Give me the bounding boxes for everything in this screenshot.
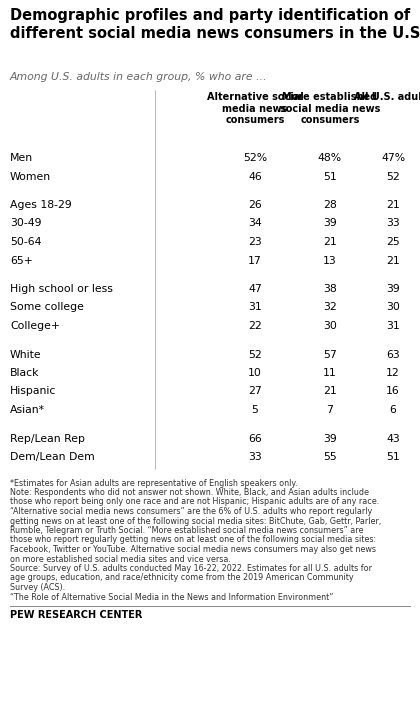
Text: 51: 51	[323, 172, 337, 182]
Text: 31: 31	[248, 302, 262, 312]
Text: 34: 34	[248, 219, 262, 229]
Text: 21: 21	[323, 237, 337, 247]
Text: More established
social media news
consumers: More established social media news consu…	[280, 92, 380, 125]
Text: 39: 39	[323, 219, 337, 229]
Text: 63: 63	[386, 349, 400, 359]
Text: 30: 30	[323, 321, 337, 331]
Text: 50-64: 50-64	[10, 237, 42, 247]
Text: those who report being only one race and are not Hispanic; Hispanic adults are o: those who report being only one race and…	[10, 498, 379, 506]
Text: 52%: 52%	[243, 153, 267, 163]
Text: *Estimates for Asian adults are representative of English speakers only.: *Estimates for Asian adults are represen…	[10, 479, 297, 488]
Text: 30: 30	[386, 302, 400, 312]
Text: Hispanic: Hispanic	[10, 386, 56, 396]
Text: Black: Black	[10, 368, 39, 378]
Text: 27: 27	[248, 386, 262, 396]
Text: 32: 32	[323, 302, 337, 312]
Text: 23: 23	[248, 237, 262, 247]
Text: Note: Respondents who did not answer not shown. White, Black, and Asian adults i: Note: Respondents who did not answer not…	[10, 488, 369, 497]
Text: 11: 11	[323, 368, 337, 378]
Text: “The Role of Alternative Social Media in the News and Information Environment”: “The Role of Alternative Social Media in…	[10, 593, 333, 601]
Text: 39: 39	[386, 284, 400, 294]
Text: Dem/Lean Dem: Dem/Lean Dem	[10, 452, 95, 462]
Text: Source: Survey of U.S. adults conducted May 16-22, 2022. Estimates for all U.S. : Source: Survey of U.S. adults conducted …	[10, 564, 372, 573]
Text: 7: 7	[327, 405, 333, 415]
Text: 51: 51	[386, 452, 400, 462]
Text: 30-49: 30-49	[10, 219, 42, 229]
Text: Facebook, Twitter or YouTube. Alternative social media news consumers may also g: Facebook, Twitter or YouTube. Alternativ…	[10, 545, 376, 554]
Text: 39: 39	[323, 434, 337, 444]
Text: getting news on at least one of the following social media sites: BitChute, Gab,: getting news on at least one of the foll…	[10, 516, 381, 525]
Text: 12: 12	[386, 368, 400, 378]
Text: Demographic profiles and party identification of
different social media news con: Demographic profiles and party identific…	[10, 8, 420, 41]
Text: those who report regularly getting news on at least one of the following social : those who report regularly getting news …	[10, 535, 376, 545]
Text: 33: 33	[248, 452, 262, 462]
Text: 6: 6	[390, 405, 396, 415]
Text: 47%: 47%	[381, 153, 405, 163]
Text: Alternative social
media news
consumers: Alternative social media news consumers	[207, 92, 303, 125]
Text: Among U.S. adults in each group, % who are ...: Among U.S. adults in each group, % who a…	[10, 72, 268, 82]
Text: White: White	[10, 349, 42, 359]
Text: 5: 5	[252, 405, 258, 415]
Text: Rep/Lean Rep: Rep/Lean Rep	[10, 434, 85, 444]
Text: 66: 66	[248, 434, 262, 444]
Text: 52: 52	[248, 349, 262, 359]
Text: High school or less: High school or less	[10, 284, 113, 294]
Text: 52: 52	[386, 172, 400, 182]
Text: 21: 21	[323, 386, 337, 396]
Text: 38: 38	[323, 284, 337, 294]
Text: age groups, education, and race/ethnicity come from the 2019 American Community: age groups, education, and race/ethnicit…	[10, 574, 354, 582]
Text: 17: 17	[248, 256, 262, 266]
Text: 26: 26	[248, 200, 262, 210]
Text: 48%: 48%	[318, 153, 342, 163]
Text: College+: College+	[10, 321, 60, 331]
Text: Women: Women	[10, 172, 51, 182]
Text: 31: 31	[386, 321, 400, 331]
Text: 21: 21	[386, 256, 400, 266]
Text: Rumble, Telegram or Truth Social. “More established social media news consumers”: Rumble, Telegram or Truth Social. “More …	[10, 526, 363, 535]
Text: Ages 18-29: Ages 18-29	[10, 200, 72, 210]
Text: Asian*: Asian*	[10, 405, 45, 415]
Text: 25: 25	[386, 237, 400, 247]
Text: 10: 10	[248, 368, 262, 378]
Text: 47: 47	[248, 284, 262, 294]
Text: 46: 46	[248, 172, 262, 182]
Text: 57: 57	[323, 349, 337, 359]
Text: Men: Men	[10, 153, 33, 163]
Text: 65+: 65+	[10, 256, 33, 266]
Text: 28: 28	[323, 200, 337, 210]
Text: 43: 43	[386, 434, 400, 444]
Text: 13: 13	[323, 256, 337, 266]
Text: 33: 33	[386, 219, 400, 229]
Text: Some college: Some college	[10, 302, 84, 312]
Text: Survey (ACS).: Survey (ACS).	[10, 583, 65, 592]
Text: 21: 21	[386, 200, 400, 210]
Text: PEW RESEARCH CENTER: PEW RESEARCH CENTER	[10, 610, 142, 620]
Text: on more established social media sites and vice versa.: on more established social media sites a…	[10, 555, 231, 564]
Text: 22: 22	[248, 321, 262, 331]
Text: 55: 55	[323, 452, 337, 462]
Text: 16: 16	[386, 386, 400, 396]
Text: All U.S. adults: All U.S. adults	[354, 92, 420, 102]
Text: “Alternative social media news consumers” are the 6% of U.S. adults who report r: “Alternative social media news consumers…	[10, 507, 372, 516]
